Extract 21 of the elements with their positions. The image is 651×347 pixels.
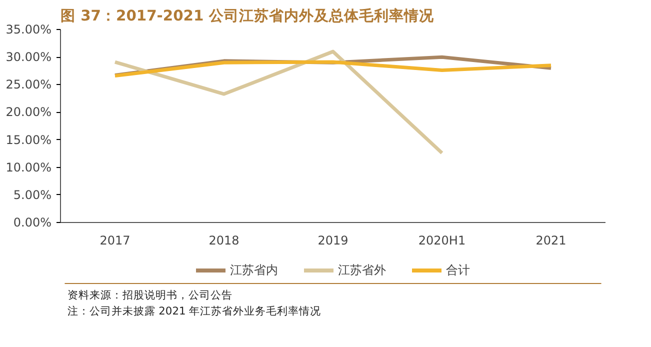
- x-tick-label: 2019: [318, 234, 348, 248]
- text: 注：公司并未披露 2021 年江苏省外业务毛利率情况: [67, 304, 322, 318]
- text: 资料来源：招股说明书，公司公告: [67, 288, 232, 302]
- y-tick-label: 30.00%: [6, 50, 52, 64]
- chart-title: 图 37：2017-2021 公司江苏省内外及总体毛利率情况: [60, 6, 435, 24]
- y-tick-label: 10.00%: [6, 160, 52, 174]
- y-tick-label: 15.00%: [6, 132, 52, 147]
- x-tick-label: 2018: [208, 234, 240, 248]
- legend-label: 江苏省内: [230, 262, 278, 278]
- y-tick-label: 35.00%: [6, 22, 52, 36]
- x-tick-label: 2021: [536, 234, 566, 248]
- legend-label: 江苏省外: [338, 262, 386, 278]
- y-tick-label: 20.00%: [6, 105, 52, 120]
- y-tick-label: 5.00%: [13, 188, 52, 202]
- line-series: [113, 60, 553, 78]
- y-tick-label: 25.00%: [6, 78, 52, 92]
- x-tick-label: 2020H1: [418, 234, 466, 248]
- line-series: [113, 50, 444, 155]
- y-tick-label: 0.00%: [13, 216, 52, 230]
- legend-label: 合计: [446, 262, 470, 278]
- x-tick-label: 2017: [100, 234, 130, 248]
